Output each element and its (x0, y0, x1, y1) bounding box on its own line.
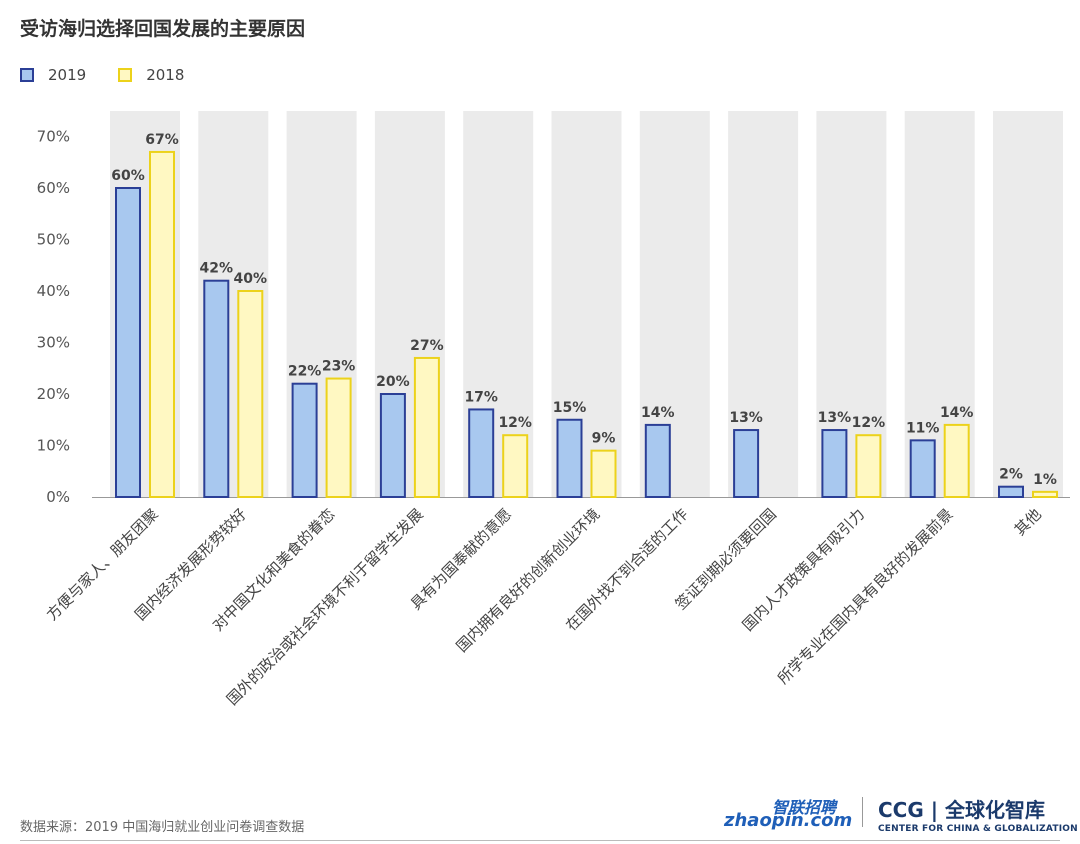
y-tick-label: 20% (37, 385, 70, 403)
bar-2019 (733, 429, 760, 498)
zhaopin-logo-en: zhaopin.com (724, 810, 853, 831)
bar-2018 (149, 150, 175, 498)
footer-rule (20, 840, 1060, 841)
data-label-2018: 40% (234, 271, 268, 287)
bar-2019 (556, 418, 583, 498)
y-tick-label: 0% (46, 488, 70, 506)
bar-2018 (413, 356, 440, 499)
legend: 2019 2018 (20, 66, 216, 84)
data-label-2018: 14% (940, 405, 974, 421)
data-label-2019: 13% (729, 410, 763, 426)
data-label-2019: 15% (553, 400, 587, 416)
legend-item-2019: 2019 (20, 66, 86, 84)
legend-swatch-2018 (118, 68, 133, 82)
ccg-logo-main: CCG | 全球化智库 (878, 798, 1046, 822)
x-category-label: 其他 (1011, 505, 1045, 539)
data-label-2019: 42% (200, 261, 234, 277)
bar-2019 (821, 429, 848, 498)
legend-item-2018: 2018 (118, 66, 184, 84)
bar-2018 (855, 434, 882, 499)
data-label-2019: 20% (376, 374, 410, 390)
data-label-2019: 11% (906, 420, 940, 436)
data-label-2018: 23% (322, 359, 356, 375)
x-category-label: 国内拥有良好的创新创业环境 (453, 505, 604, 656)
bar-chart: 0%10%20%30%40%50%60%70%60%67%方便与家人、朋友团聚4… (37, 111, 1070, 709)
bar-2019 (115, 187, 141, 498)
bar-2018 (502, 434, 529, 499)
x-category-label: 国外的政治或社会环境不利于留学生发展 (223, 505, 427, 709)
data-label-2019: 2% (999, 467, 1023, 483)
y-tick-label: 40% (37, 282, 70, 300)
column-background (993, 111, 1063, 497)
y-tick-label: 60% (37, 179, 70, 197)
y-tick-label: 10% (37, 437, 70, 455)
chart-title: 受访海归选择回国发展的主要原因 (20, 18, 306, 40)
bar-2019 (909, 439, 936, 499)
legend-label-2019: 2019 (48, 66, 87, 84)
bar-2018 (943, 423, 970, 498)
bar-2018 (237, 290, 264, 498)
data-label-2018: 12% (852, 415, 886, 431)
data-label-2019: 22% (288, 364, 322, 380)
data-label-2018: 12% (498, 415, 532, 431)
ccg-logo-sub: CENTER FOR CHINA & GLOBALIZATION (878, 824, 1078, 834)
y-tick-label: 70% (37, 128, 70, 146)
bar-2019 (468, 408, 495, 499)
bar-2019 (203, 279, 230, 499)
ccg-logo: CCG | 全球化智库 CENTER FOR CHINA & GLOBALIZA… (878, 794, 1078, 836)
legend-label-2018: 2018 (146, 66, 185, 84)
data-label-2018: 27% (410, 338, 444, 354)
legend-swatch-2019 (20, 68, 34, 82)
bar-2019 (998, 485, 1024, 499)
bar-2018 (325, 377, 352, 498)
x-category-label: 所学专业在国内具有良好的发展前景 (774, 505, 956, 687)
zhaopin-logo: 智联招聘 zhaopin.com (722, 794, 853, 836)
y-tick-label: 30% (37, 334, 70, 352)
bar-2018 (590, 449, 617, 498)
y-tick-label: 50% (37, 231, 70, 249)
bar-2019 (291, 382, 318, 499)
bar-2019 (644, 423, 671, 498)
bar-2019 (379, 393, 406, 498)
data-label-2018: 67% (145, 132, 179, 148)
data-label-2019: 60% (111, 168, 145, 184)
data-label-2018: 9% (592, 431, 616, 447)
data-label-2019: 14% (641, 405, 675, 421)
data-label-2019: 17% (464, 389, 498, 405)
data-label-2018: 1% (1033, 472, 1057, 488)
zhaopin-logo-cn: 智联招聘 (772, 798, 837, 817)
logo-divider (862, 797, 863, 827)
data-source-note: 数据来源：2019 中国海归就业创业问卷调查数据 (20, 820, 305, 835)
data-label-2019: 13% (818, 410, 852, 426)
bar-2018 (1032, 490, 1058, 499)
